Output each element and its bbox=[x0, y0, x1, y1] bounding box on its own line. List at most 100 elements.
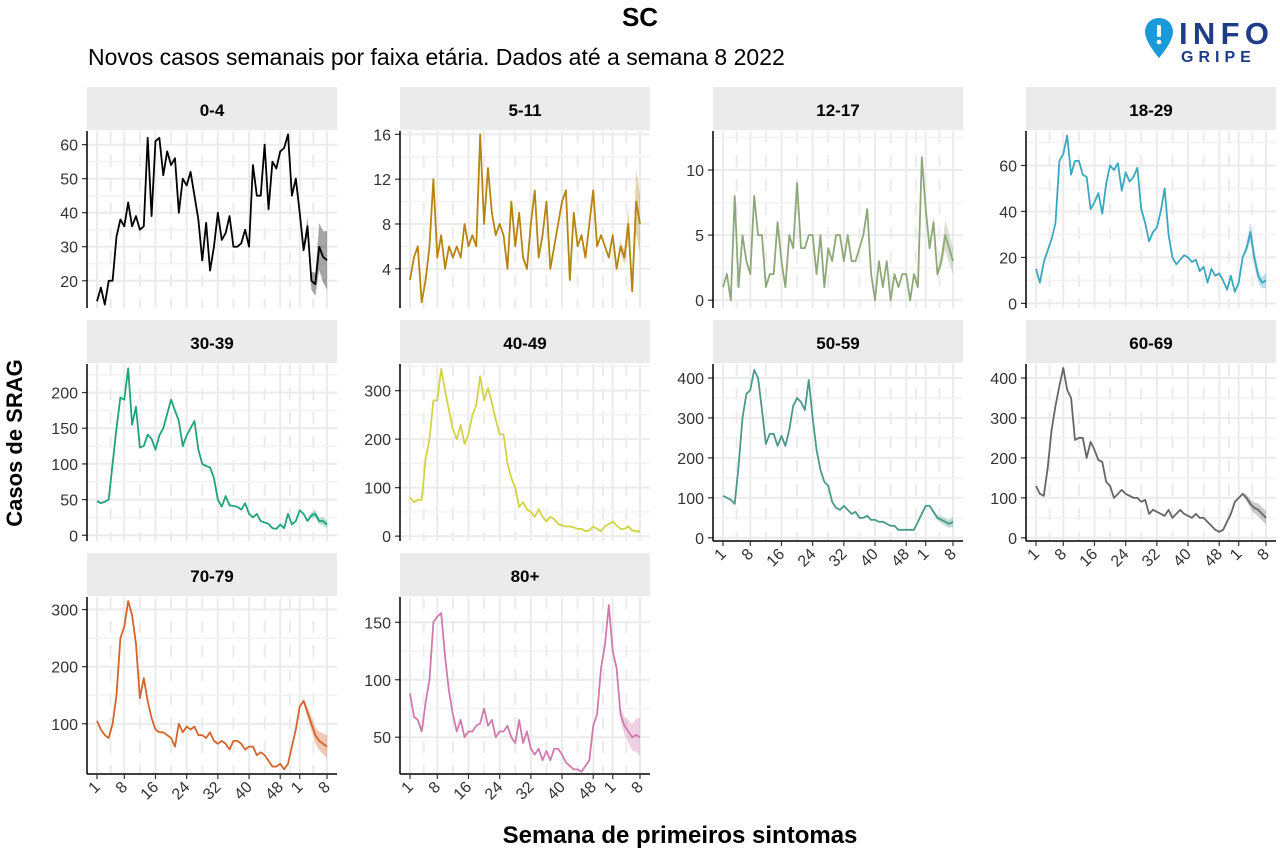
x-tick-label: 48 bbox=[888, 546, 913, 571]
y-tick-label: 10 bbox=[686, 163, 704, 180]
series-line-18-29 bbox=[1035, 134, 1267, 293]
svg-text:INFO: INFO bbox=[1179, 16, 1269, 51]
x-tick-label: 16 bbox=[764, 546, 789, 571]
y-tick-label: 16 bbox=[373, 127, 391, 144]
strip bbox=[1026, 87, 1276, 130]
x-tick-label: 24 bbox=[795, 546, 820, 571]
nowcast-band bbox=[303, 698, 327, 758]
x-tick-label: 40 bbox=[544, 779, 569, 804]
y-tick-label: 4 bbox=[382, 262, 391, 279]
y-tick-label: 150 bbox=[364, 615, 391, 632]
series-line-0-4 bbox=[96, 133, 328, 306]
x-tick-label: 40 bbox=[1170, 546, 1195, 571]
series-line-70-79 bbox=[96, 600, 328, 771]
x-tick-label: 1 bbox=[601, 779, 619, 797]
y-tick-label: 60 bbox=[60, 138, 78, 155]
y-tick-label: 0 bbox=[1008, 531, 1017, 548]
y-tick-label: 20 bbox=[60, 274, 78, 291]
y-tick-label: 40 bbox=[60, 206, 78, 223]
strip bbox=[400, 320, 650, 363]
y-tick-label: 0 bbox=[695, 293, 704, 310]
y-tick-label: 200 bbox=[51, 386, 78, 403]
nowcast-band bbox=[616, 664, 640, 757]
x-tick-label: 1 bbox=[288, 779, 306, 797]
strip bbox=[87, 320, 337, 363]
x-tick-label: 24 bbox=[482, 779, 507, 804]
strip-label: 60-69 bbox=[1129, 334, 1172, 353]
chart-subtitle: Novos casos semanais por faixa etária. D… bbox=[88, 44, 785, 70]
y-tick-label: 200 bbox=[990, 451, 1017, 468]
series-line-12-17 bbox=[722, 156, 954, 302]
panel-12-17: 12-17 0 5 10 bbox=[686, 87, 963, 310]
nowcast-band bbox=[303, 216, 327, 296]
x-tick-label: 8 bbox=[1255, 546, 1273, 564]
x-tick-label: 8 bbox=[113, 779, 131, 797]
x-tick-label: 8 bbox=[316, 779, 334, 797]
y-tick-label: 30 bbox=[60, 240, 78, 257]
series-line-30-39 bbox=[96, 367, 328, 530]
y-tick-label: 0 bbox=[382, 529, 391, 546]
x-tick-label: 48 bbox=[575, 779, 600, 804]
strip-label: 0-4 bbox=[200, 101, 225, 120]
y-tick-label: 100 bbox=[677, 491, 704, 508]
strip bbox=[713, 320, 963, 363]
y-tick-label: 100 bbox=[51, 457, 78, 474]
y-tick-label: 40 bbox=[999, 204, 1017, 221]
y-tick-label: 100 bbox=[364, 481, 391, 498]
x-tick-label: 40 bbox=[857, 546, 882, 571]
y-tick-label: 100 bbox=[990, 491, 1017, 508]
map-pin-icon bbox=[1145, 18, 1173, 58]
x-tick-label: 32 bbox=[513, 779, 538, 804]
strip-label: 5-11 bbox=[508, 101, 541, 120]
x-axis-label: Semana de primeiros sintomas bbox=[502, 822, 858, 849]
x-tick-label: 8 bbox=[739, 546, 757, 564]
x-tick-label: 1 bbox=[86, 779, 104, 797]
x-tick-label: 48 bbox=[262, 779, 287, 804]
nowcast-band bbox=[929, 215, 953, 278]
y-tick-label: 0 bbox=[69, 528, 78, 545]
panel-40-49: 40-49 0 100 200 300 bbox=[364, 320, 650, 546]
x-tick-label: 16 bbox=[138, 779, 163, 804]
y-tick-label: 8 bbox=[382, 217, 391, 234]
strip-label: 70-79 bbox=[190, 567, 233, 586]
series-line-80+ bbox=[409, 604, 641, 773]
y-tick-label: 300 bbox=[677, 411, 704, 428]
y-tick-label: 400 bbox=[677, 371, 704, 388]
series-line-5-11 bbox=[409, 133, 641, 304]
x-tick-label: 1 bbox=[914, 546, 932, 564]
panel-30-39: 30-39 0 50 100 150 200 bbox=[51, 320, 337, 545]
x-tick-label: 1 bbox=[712, 546, 730, 564]
panel-18-29: 18-29 0 20 40 60 bbox=[999, 87, 1276, 313]
strip-label: 18-29 bbox=[1129, 101, 1172, 120]
x-tick-label: 48 bbox=[1201, 546, 1226, 571]
y-tick-label: 50 bbox=[60, 493, 78, 510]
x-tick-label: 16 bbox=[451, 779, 476, 804]
x-tick-label: 8 bbox=[629, 779, 647, 797]
y-tick-label: 200 bbox=[364, 432, 391, 449]
y-tick-label: 100 bbox=[364, 673, 391, 690]
nowcast-band bbox=[303, 510, 327, 529]
y-tick-label: 12 bbox=[373, 172, 391, 189]
chart-title: SC bbox=[621, 2, 659, 32]
strip bbox=[87, 553, 337, 596]
panel-0-4: 0-4 20 30 40 50 60 bbox=[60, 87, 337, 308]
y-tick-label: 20 bbox=[999, 250, 1017, 267]
x-tick-label: 32 bbox=[200, 779, 225, 804]
strip-label: 12-17 bbox=[816, 101, 859, 120]
strip-label: 50-59 bbox=[816, 334, 859, 353]
x-tick-label: 1 bbox=[1025, 546, 1043, 564]
strip-label: 40-49 bbox=[503, 334, 546, 353]
y-tick-label: 400 bbox=[990, 371, 1017, 388]
y-tick-label: 300 bbox=[990, 411, 1017, 428]
y-tick-label: 5 bbox=[695, 228, 704, 245]
strip bbox=[400, 553, 650, 596]
y-tick-label: 300 bbox=[51, 603, 78, 620]
y-tick-label: 100 bbox=[51, 717, 78, 734]
strip bbox=[400, 87, 650, 130]
y-tick-label: 50 bbox=[373, 730, 391, 747]
